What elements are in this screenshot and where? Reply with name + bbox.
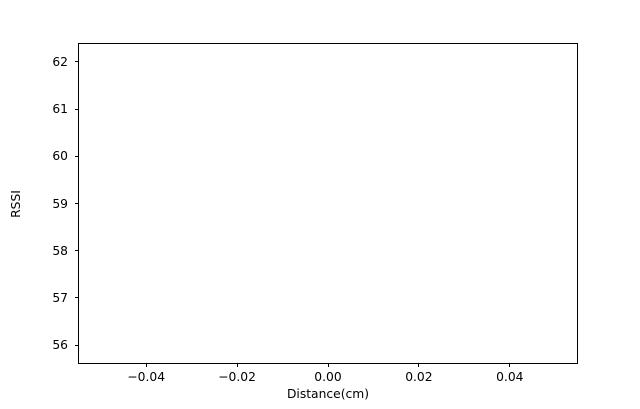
y-tick-mark [74,61,78,63]
y-tick-label: 56 [52,338,68,353]
y-tick-label: 61 [52,102,68,117]
y-tick-mark [74,203,78,204]
x-tick-mark [418,363,420,367]
y-tick-label: 60 [52,149,68,164]
x-axis-label: Distance(cm) [286,387,370,401]
y-tick-mark [74,155,78,157]
y-tick-mark [74,344,78,346]
y-tick-mark [74,297,78,299]
x-tick-mark [327,363,329,367]
y-tick-mark [74,108,78,110]
x-tick-mark [509,363,511,367]
x-tick-label: −0.02 [218,370,256,384]
y-tick-mark [74,250,78,252]
y-tick-label: 58 [52,243,68,258]
x-tick-label: 0.02 [405,370,433,384]
plot-area [79,44,577,363]
x-tick-mark [145,363,147,367]
x-tick-label: −0.04 [127,370,166,384]
y-tick-label: 59 [52,196,68,211]
y-tick-label: 57 [52,290,68,305]
x-tick-label: 0.04 [496,370,524,384]
axes-frame [78,43,578,364]
x-tick-mark [236,363,238,367]
y-tick-label: 62 [52,54,68,69]
x-tick-label: 0.00 [314,370,342,384]
